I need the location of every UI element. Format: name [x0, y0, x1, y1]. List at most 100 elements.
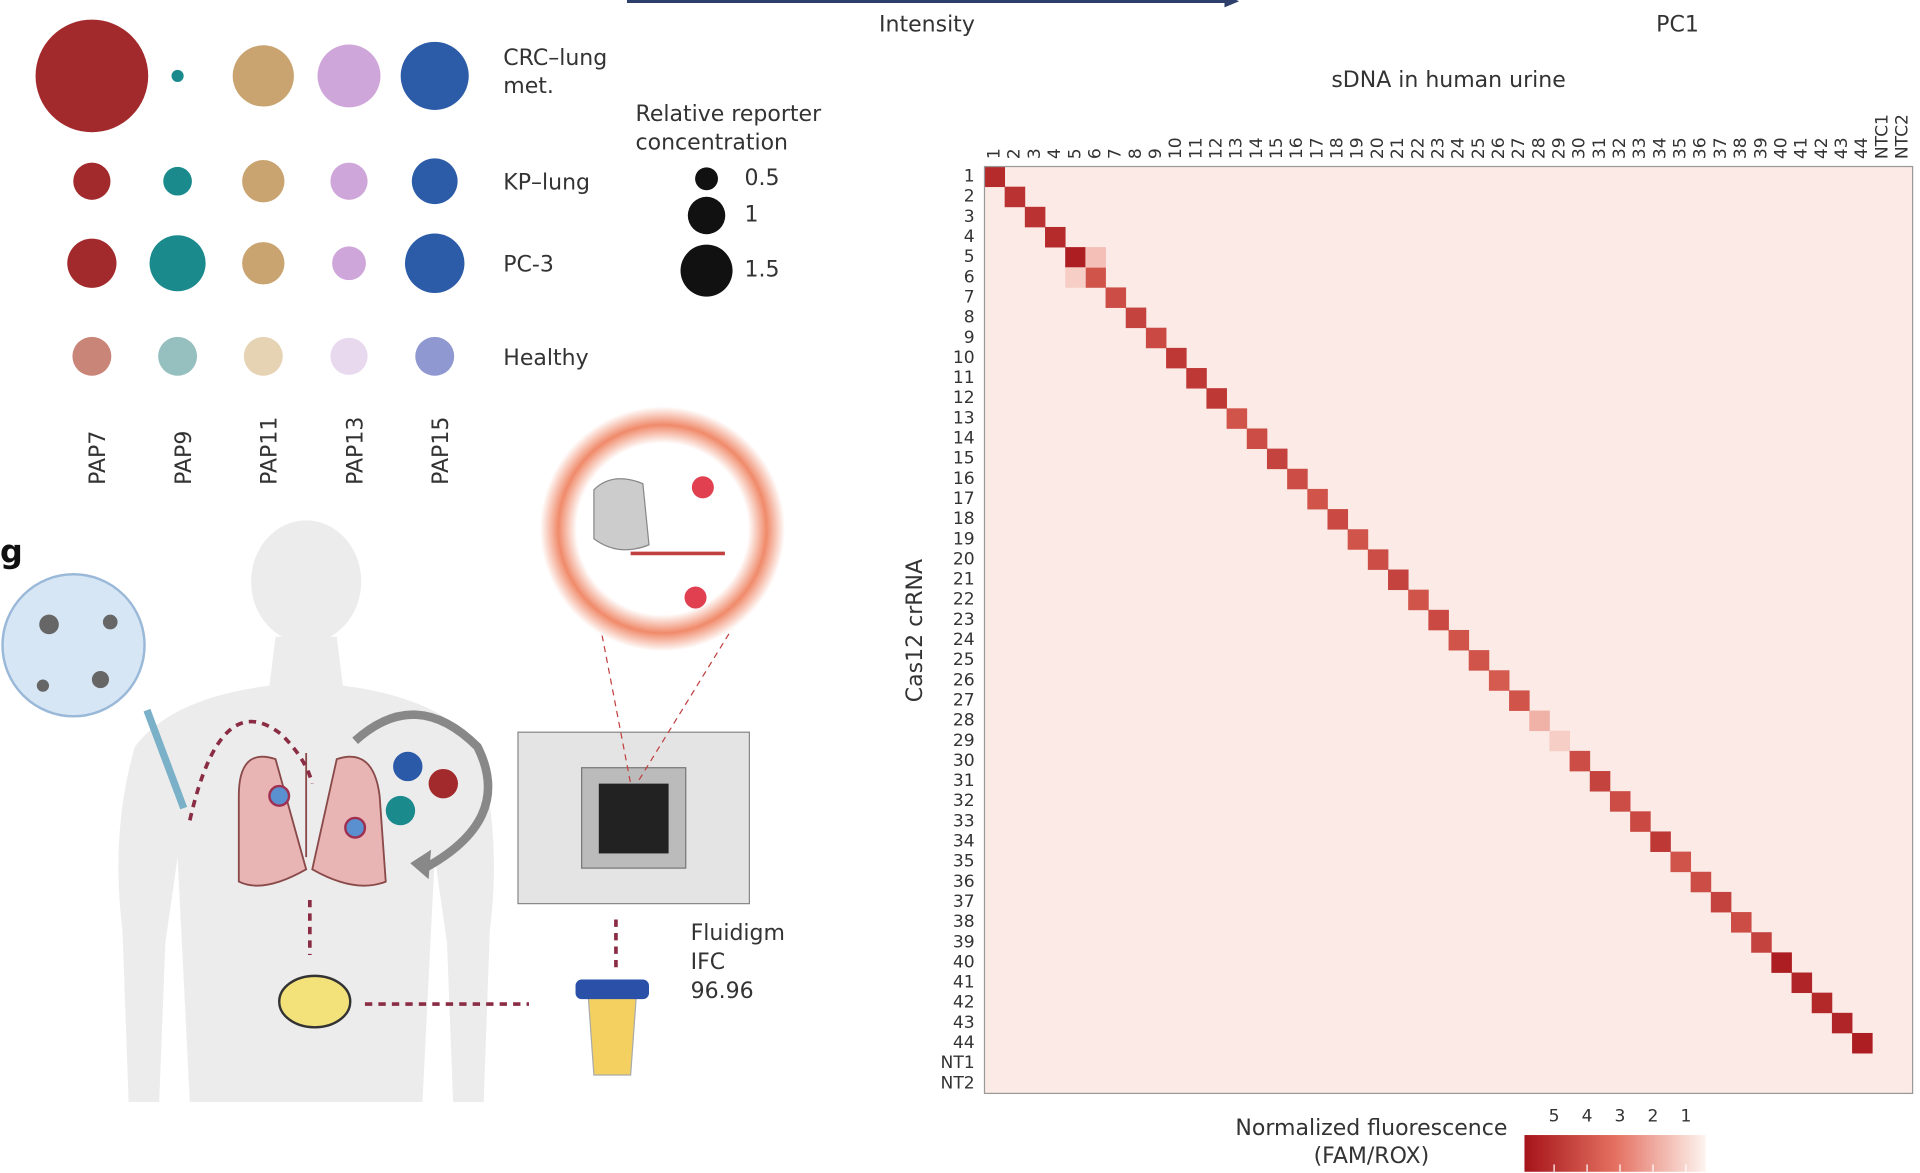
x-tick-label: 4: [1045, 148, 1065, 159]
y-tick-label: 29: [953, 731, 975, 751]
nanoparticle: [91, 670, 110, 689]
heatmap-cell: [1024, 206, 1046, 228]
y-tick-label: 1: [964, 167, 975, 187]
y-tick-label: 21: [953, 570, 975, 590]
y-tick-label: 43: [953, 1013, 975, 1033]
colorbar: [1524, 1135, 1706, 1172]
y-tick-label: 41: [953, 973, 975, 993]
heatmap-cell: [1327, 509, 1349, 530]
legend-size-label: 1: [745, 202, 759, 227]
y-tick-label: 10: [953, 348, 975, 368]
x-tick-label: 24: [1449, 137, 1469, 159]
y-axis-label: Cas12 crRNA: [903, 559, 928, 702]
colorbar-tick-label: 2: [1648, 1107, 1659, 1127]
legend-size-label: 1.5: [745, 258, 780, 283]
bubble: [411, 158, 458, 205]
y-tick-label: 20: [953, 549, 975, 569]
y-tick-label: 32: [953, 791, 975, 811]
colorbar-tick-label: 1: [1680, 1107, 1691, 1127]
x-tick-label: 41: [1792, 137, 1812, 159]
device-label: Fluidigm IFC 96.96: [691, 921, 785, 1004]
x-tick-label: 35: [1671, 137, 1691, 159]
heatmap-cell: [1145, 327, 1167, 349]
heatmap-cell: [1549, 730, 1570, 752]
arrow-head: [1224, 0, 1240, 8]
y-tick-label: 9: [964, 328, 975, 348]
urine-sample: [277, 974, 352, 1029]
zoom-line: [599, 624, 632, 784]
y-tick-label: 44: [953, 1033, 975, 1053]
heatmap-cell: [1488, 670, 1510, 691]
heatmap-cell: [1125, 307, 1147, 329]
y-tick-label: 17: [953, 489, 975, 509]
heatmap-cell: [1347, 529, 1369, 550]
y-tick-label: 22: [953, 590, 975, 610]
x-tick-label: 37: [1711, 137, 1731, 159]
x-tick-label: 2: [1005, 148, 1025, 159]
x-tick-label: 17: [1307, 137, 1327, 159]
y-tick-label: NT1: [941, 1053, 975, 1073]
bubble: [332, 246, 366, 281]
y-tick-label: 34: [953, 832, 975, 852]
body-head: [251, 520, 362, 643]
x-tick-label: 29: [1550, 137, 1570, 159]
x-tick-label: 8: [1126, 148, 1146, 159]
x-tick-label: 31: [1590, 137, 1610, 159]
heatmap-cell: [1589, 771, 1611, 792]
nanoparticle-inset: [1, 573, 146, 718]
y-tick-label: 23: [953, 610, 975, 630]
legend-title: Relative reporter concentration: [636, 102, 823, 155]
x-tick-label: 15: [1267, 137, 1287, 159]
legend-size-label: 0.5: [745, 166, 780, 191]
heatmap-cell: [1650, 831, 1671, 852]
y-tick-label: 33: [953, 811, 975, 831]
heatmap-cell: [1408, 589, 1429, 611]
tumor: [344, 816, 367, 839]
y-tick-label: 24: [953, 630, 975, 650]
x-tick-label: NTC1: [1872, 114, 1892, 159]
y-tick-label: 3: [964, 207, 975, 227]
bubble: [149, 235, 206, 292]
x-tick-label: 36: [1691, 137, 1711, 159]
y-tick-label: 14: [953, 429, 975, 449]
x-tick-label: 30: [1570, 137, 1590, 159]
bubble: [243, 336, 283, 376]
x-tick-label: 23: [1428, 137, 1448, 159]
heatmap-cell: [1045, 226, 1066, 248]
protease: [393, 751, 423, 782]
cas12: [593, 478, 650, 551]
heatmap-cell: [1065, 247, 1086, 268]
heatmap-cell: [1710, 891, 1732, 913]
bubble: [242, 160, 285, 203]
y-tick-label: 39: [953, 932, 975, 952]
x-tick-label: 25: [1469, 137, 1489, 159]
ifc-array: [598, 783, 669, 854]
x-tick-label: 20: [1368, 137, 1388, 159]
heatmap-cell: [1630, 811, 1651, 832]
x-tick-label: NTC2: [1893, 114, 1913, 159]
heatmap-cell: [1852, 1032, 1873, 1054]
row-label: CRC–lung met.: [503, 46, 607, 99]
bubble: [404, 233, 465, 294]
heatmap-cell: [1670, 851, 1692, 873]
column-label: PAP7: [86, 431, 111, 485]
colorbar-tick-label: 5: [1549, 1107, 1560, 1127]
y-tick-label: 7: [964, 287, 975, 307]
y-tick-label: 8: [964, 308, 975, 328]
x-tick-label: 14: [1247, 137, 1267, 159]
protease: [428, 768, 458, 799]
heatmap-cell: [1771, 952, 1792, 973]
intensity-label: Intensity: [879, 13, 975, 38]
x-tick-label: 19: [1348, 137, 1368, 159]
heatmap-cell: [1468, 650, 1490, 671]
x-tick-label: 42: [1812, 137, 1832, 159]
cup-lid: [575, 979, 649, 1000]
heatmap-cell: [1226, 408, 1248, 429]
heatmap-cell: [1166, 347, 1187, 369]
heatmap-frame: [983, 165, 1914, 1095]
cycle-arrow-head: [410, 849, 432, 880]
x-tick-label: 16: [1287, 137, 1307, 159]
x-tick-label: 3: [1025, 148, 1045, 159]
y-tick-label: 38: [953, 912, 975, 932]
